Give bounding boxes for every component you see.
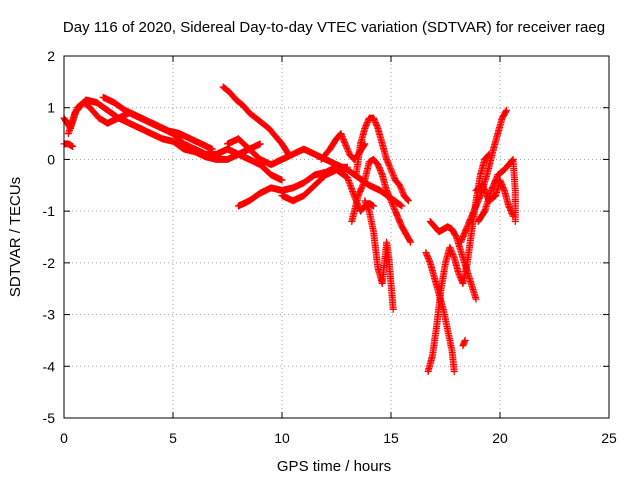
x-tick-label: 0 — [60, 430, 68, 446]
data-series-arc-12 — [361, 197, 397, 313]
data-point-markers — [64, 96, 264, 163]
x-tick-label: 20 — [492, 430, 508, 446]
data-point-markers — [472, 176, 517, 220]
plot-frame — [63, 55, 610, 419]
data-series-arc-15 — [422, 249, 458, 375]
x-tick-label: 25 — [601, 430, 617, 446]
data-series-arc-4 — [99, 93, 216, 153]
data-point-markers — [60, 140, 77, 150]
x-axis-label: GPS time / hours — [277, 458, 391, 475]
data-point-markers — [422, 249, 458, 375]
grid — [64, 56, 609, 418]
data-point-markers — [474, 155, 519, 225]
data-series-arc-10 — [348, 155, 415, 246]
y-tick-label: 2 — [47, 48, 55, 64]
data-series-arc-11 — [352, 114, 412, 205]
data-series-arc-5 — [219, 83, 292, 158]
y-axis-label: SDTVAR / TECUs — [7, 177, 24, 297]
chart-title: Day 116 of 2020, Sidereal Day-to-day VTE… — [63, 19, 605, 36]
x-tick-label: 15 — [383, 430, 399, 446]
data-series-arc-3 — [60, 140, 77, 150]
data-point-markers — [457, 106, 510, 246]
data-series-arc-18 — [472, 176, 517, 220]
y-tick-label: -5 — [43, 410, 56, 426]
y-tick-label: -1 — [43, 203, 56, 219]
data-point-markers — [219, 83, 292, 158]
data-series-arc-2 — [64, 96, 264, 163]
data-point-markers — [361, 197, 397, 313]
data-point-markers — [352, 114, 412, 205]
y-tick-label: -4 — [43, 358, 56, 374]
data-series-arc-16 — [459, 336, 469, 350]
x-tick-label: 5 — [169, 430, 177, 446]
y-tick-label: 1 — [47, 100, 55, 116]
data-series-arc-17 — [457, 106, 510, 246]
plot-area — [60, 83, 519, 375]
data-point-markers — [99, 93, 216, 153]
data-series-arc-19 — [474, 155, 519, 225]
data-point-markers — [348, 155, 415, 246]
y-tick-label: -2 — [43, 255, 56, 271]
y-tick-label: -3 — [43, 307, 56, 323]
x-tick-label: 10 — [274, 430, 290, 446]
data-point-markers — [459, 336, 469, 350]
y-tick-label: 0 — [47, 151, 55, 167]
